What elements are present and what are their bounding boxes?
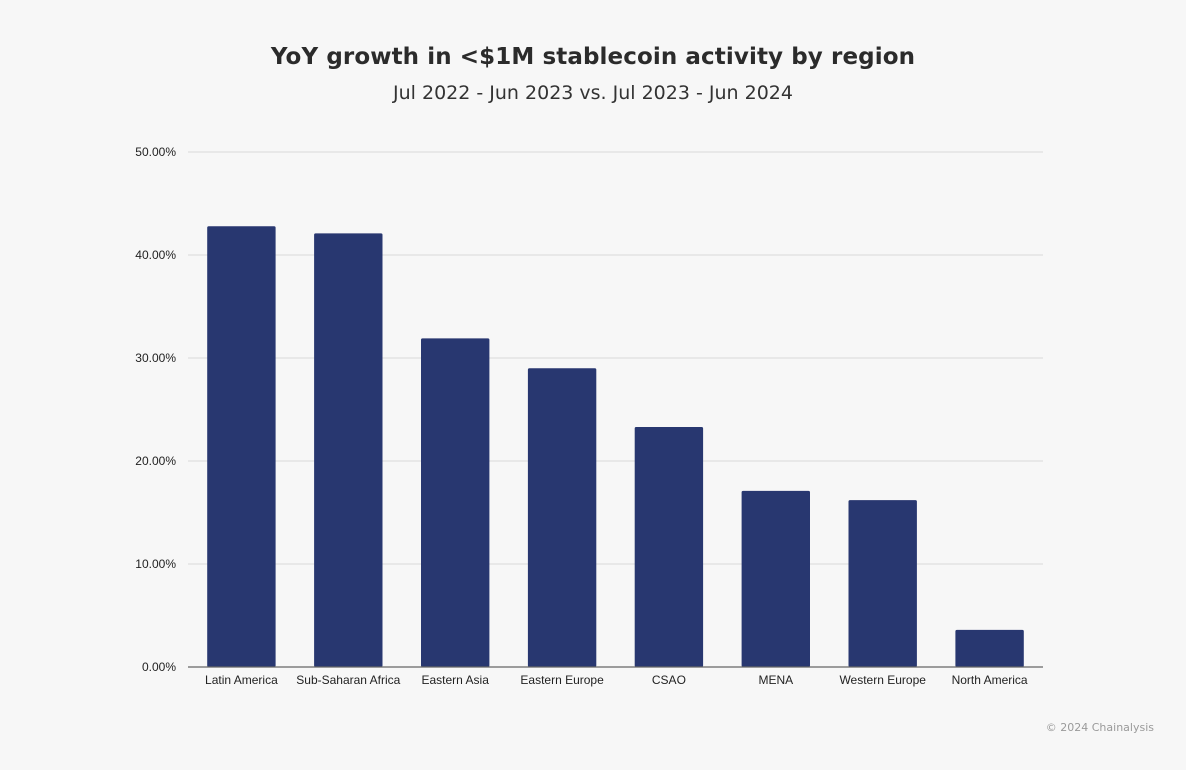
- bar: [207, 226, 276, 667]
- bars: [207, 226, 1024, 667]
- y-tick-label: 20.00%: [135, 454, 176, 468]
- bar: [421, 338, 490, 667]
- y-tick-label: 0.00%: [142, 660, 176, 674]
- x-category-label: Sub-Saharan Africa: [296, 673, 400, 687]
- x-axis-categories: Latin America Sub-Saharan Africa Eastern A…: [205, 673, 1028, 687]
- x-category-label: Latin America: [205, 673, 278, 687]
- bar: [634, 427, 704, 667]
- chart-subtitle: Jul 2022 - Jun 2023 vs. Jul 2023 - Jun 2…: [393, 82, 793, 104]
- x-category-label: Eastern Asia: [422, 673, 490, 687]
- y-axis-ticks: 0.00% 10.00% 20.00% 30.00% 40.00% 50.00%: [135, 145, 176, 674]
- x-category-label: North America: [952, 673, 1028, 687]
- y-tick-label: 10.00%: [135, 557, 176, 571]
- y-tick-label: 40.00%: [135, 248, 176, 262]
- bar: [527, 368, 597, 667]
- x-category-label: MENA: [758, 673, 793, 687]
- x-category-label: Western Europe: [839, 673, 926, 687]
- bar: [741, 490, 810, 667]
- y-tick-label: 50.00%: [135, 145, 176, 159]
- chart-title: YoY growth in <$1M stablecoin activity b…: [270, 44, 916, 70]
- x-category-label: CSAO: [652, 673, 686, 687]
- bar: [955, 629, 1024, 667]
- bar: [848, 500, 917, 667]
- x-category-label: Eastern Europe: [520, 673, 604, 687]
- y-tick-label: 30.00%: [135, 351, 176, 365]
- bar: [314, 233, 383, 667]
- copyright-notice: © 2024 Chainalysis: [1045, 721, 1154, 734]
